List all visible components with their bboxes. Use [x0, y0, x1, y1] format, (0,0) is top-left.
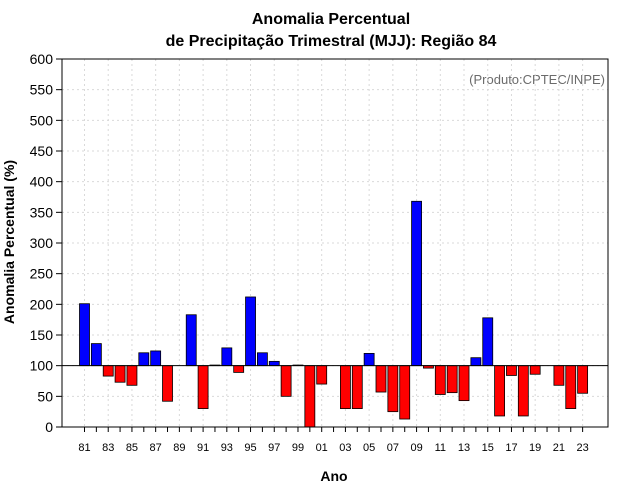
xtick-label-93: 93	[221, 442, 233, 454]
bar-97	[268, 360, 280, 367]
ytick-label-0: 0	[45, 419, 53, 435]
xtick-label-01: 01	[316, 442, 328, 454]
bars-layer	[79, 200, 589, 428]
bar-22	[565, 365, 577, 409]
x-axis-title: Ano	[320, 468, 347, 484]
bar-85	[126, 365, 138, 386]
bar-98	[280, 365, 292, 397]
xtick-label-19: 19	[529, 442, 541, 454]
bar-87	[150, 350, 162, 367]
ytick-label-100: 100	[30, 358, 54, 374]
bar-88	[162, 365, 173, 402]
xtick-label-07: 07	[387, 442, 399, 454]
bar-04	[351, 365, 363, 409]
xtick-label-23: 23	[576, 442, 588, 454]
ytick-label-500: 500	[30, 112, 54, 128]
xtick-label-21: 21	[553, 442, 565, 454]
xtick-label-11: 11	[435, 442, 446, 454]
ytick-label-50: 50	[37, 388, 53, 404]
bar-11	[434, 365, 446, 395]
bar-13	[458, 365, 470, 402]
bar-94	[233, 365, 245, 373]
bar-21	[553, 365, 565, 386]
ytick-label-300: 300	[30, 235, 54, 251]
bar-00	[304, 365, 316, 428]
xtick-label-81: 81	[78, 442, 90, 454]
ytick-label-600: 600	[30, 51, 54, 67]
xtick-label-03: 03	[339, 442, 351, 454]
bar-96	[256, 352, 268, 367]
bar-15	[482, 317, 494, 367]
xtick-label-97: 97	[268, 442, 280, 454]
ytick-label-550: 550	[30, 82, 54, 98]
xtick-label-15: 15	[482, 442, 494, 454]
ytick-label-450: 450	[30, 143, 54, 159]
xtick-label-83: 83	[102, 442, 114, 454]
xtick-label-99: 99	[292, 442, 304, 454]
bar-84	[114, 365, 126, 383]
bar-01	[316, 365, 328, 385]
ytick-label-150: 150	[30, 327, 54, 343]
bar-14	[470, 357, 482, 367]
ytick-label-400: 400	[30, 174, 54, 190]
xtick-label-05: 05	[363, 442, 375, 454]
bar-08	[399, 365, 411, 420]
bar-23	[577, 365, 589, 394]
ytick-label-350: 350	[30, 204, 54, 220]
xtick-label-13: 13	[458, 442, 470, 454]
bar-19	[529, 365, 541, 375]
bar-93	[221, 347, 233, 367]
xtick-label-87: 87	[150, 442, 162, 454]
bar-03	[340, 365, 351, 409]
bar-81	[79, 303, 90, 367]
bar-06	[375, 365, 387, 393]
chart-title-line-2: de Precipitação Trimestral (MJJ): Região…	[166, 33, 497, 50]
bar-17	[506, 365, 517, 376]
bar-18	[517, 365, 529, 417]
bar-12	[446, 365, 458, 394]
bar-91	[197, 365, 209, 409]
bar-82	[90, 343, 102, 367]
source-annotation: (Produto:CPTEC/INPE)	[469, 72, 605, 87]
xtick-label-17: 17	[505, 442, 517, 454]
xtick-label-95: 95	[244, 442, 256, 454]
y-axis-title: Anomalia Percentual (%)	[1, 160, 17, 324]
bar-05	[363, 352, 375, 367]
xtick-label-85: 85	[126, 442, 138, 454]
bar-16	[494, 365, 506, 417]
bar-95	[245, 296, 256, 367]
bar-86	[138, 352, 150, 367]
xtick-label-09: 09	[410, 442, 422, 454]
ytick-label-250: 250	[30, 266, 54, 282]
chart-title-line-1: Anomalia Percentual	[252, 11, 410, 28]
xtick-label-89: 89	[173, 442, 185, 454]
bar-07	[387, 365, 399, 413]
bar-90	[185, 314, 197, 367]
bar-09	[411, 200, 422, 367]
bar-83	[102, 365, 114, 377]
xtick-label-91: 91	[197, 442, 209, 454]
ytick-label-200: 200	[30, 296, 54, 312]
